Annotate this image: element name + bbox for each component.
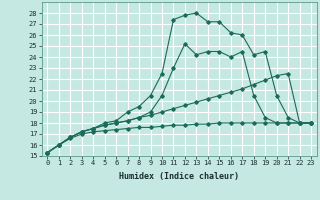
X-axis label: Humidex (Indice chaleur): Humidex (Indice chaleur) (119, 172, 239, 181)
